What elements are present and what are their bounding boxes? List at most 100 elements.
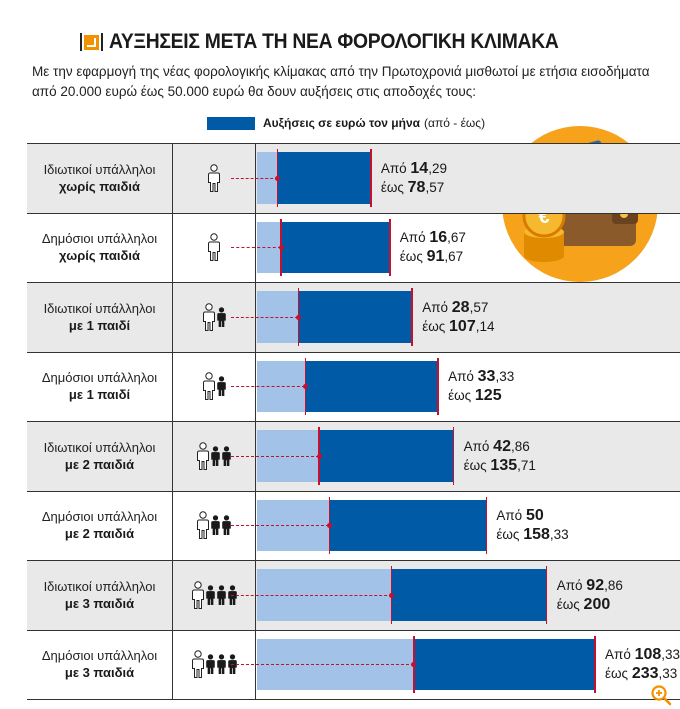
legend-label: Αυξήσεις σε ευρώ τον μήνα (263, 116, 421, 130)
row-separator (27, 629, 680, 631)
table-row: Ιδιωτικοί υπάλληλοι χωρίς παιδιά Από 14,29… (27, 143, 680, 213)
value-labels: Από 50 έως 158,33 (496, 491, 568, 561)
row-label-line1: Ιδιωτικοί υπάλληλοι (43, 578, 156, 594)
chart-title-row: ΑΥΞΗΣΕΙΣ ΜΕΤΑ ΤΗ ΝΕΑ ΦΟΡΟΛΟΓΙΚΗ ΚΛΙΜΑΚΑ (80, 30, 598, 54)
row-label-line2: με 2 παιδιά (64, 526, 135, 542)
bar-max-marker (437, 357, 439, 415)
row-label: Ιδιωτικοί υπάλληλοι με 1 παιδί (27, 282, 172, 352)
to-value: έως 135,71 (463, 456, 536, 474)
zoom-in-icon[interactable] (650, 684, 672, 706)
to-value: έως 125 (448, 387, 502, 405)
from-value: Από 108,33 (605, 646, 680, 664)
column-divider (172, 629, 173, 699)
row-label-line2: με 1 παιδί (68, 317, 131, 333)
leader-line (231, 594, 392, 596)
leader-dot (316, 453, 322, 459)
from-value: Από 33,33 (448, 368, 515, 386)
table-row: Δημόσιοι υπάλληλοι με 1 παιδί Από 33,33 έως… (27, 351, 680, 422)
legend-range: (από - έως) (424, 116, 486, 130)
from-value: Από 28,57 (422, 298, 489, 316)
from-value: Από 92,86 (556, 576, 623, 594)
column-divider (172, 421, 173, 491)
table-row: Δημόσιοι υπάλληλοι με 2 παιδιά Από 50 έως 1… (27, 490, 680, 561)
family-icon (173, 143, 255, 213)
leader-dot (295, 314, 301, 320)
leader-dot (389, 592, 395, 598)
leader-line (231, 455, 320, 457)
to-value: έως 200 (556, 595, 611, 613)
table-row: Δημόσιοι υπάλληλοι χωρίς παιδιά Από 16,67 έ… (27, 212, 680, 283)
row-separator (27, 560, 680, 561)
row-label: Ιδιωτικοί υπάλληλοι με 3 παιδιά (27, 560, 172, 630)
chart-rows: Ιδιωτικοί υπάλληλοι χωρίς παιδιά Από 14,29… (27, 143, 680, 699)
bar-max-marker (545, 566, 548, 624)
row-separator (27, 421, 680, 422)
from-value: Από 16,67 (399, 229, 466, 247)
value-labels: Από 16,67 έως 91,67 (400, 213, 466, 283)
row-label-line1: Δημόσιοι υπάλληλοι (41, 509, 158, 525)
leader-line (231, 664, 414, 666)
leader-dot (278, 245, 284, 251)
value-labels: Από 28,57 έως 107,14 (422, 282, 494, 352)
to-value: έως 107,14 (422, 317, 495, 335)
table-bottom-border (27, 699, 680, 700)
table-row: Ιδιωτικοί υπάλληλοι με 1 παιδί Από 28,57 έω… (27, 282, 680, 352)
bar-max-marker (594, 635, 596, 693)
table-row: Ιδιωτικοί υπάλληλοι με 3 παιδιά Από 92,86 έ… (27, 560, 680, 630)
row-label-line1: Ιδιωτικοί υπάλληλοι (43, 161, 156, 177)
row-label: Δημόσιοι υπάλληλοι χωρίς παιδιά (27, 213, 172, 283)
leader-line (231, 177, 278, 179)
row-label: Δημόσιοι υπάλληλοι με 2 παιδιά (27, 491, 172, 561)
bar-max-marker (370, 149, 372, 207)
family-icon (173, 630, 255, 700)
legend-swatch (207, 116, 255, 130)
row-separator (27, 282, 680, 283)
svg-text:€: € (538, 206, 549, 228)
row-label-line1: Ιδιωτικοί υπάλληλοι (43, 439, 156, 455)
row-label-line1: Ιδιωτικοί υπάλληλοι (43, 300, 156, 316)
row-label: Ιδιωτικοί υπάλληλοι χωρίς παιδιά (27, 143, 172, 213)
row-label-line1: Δημόσιοι υπάλληλοι (41, 231, 158, 247)
to-value: έως 233,33 (605, 665, 678, 683)
row-label-line2: με 3 παιδιά (64, 595, 135, 611)
column-divider (172, 490, 173, 560)
family-icon (173, 560, 255, 630)
leader-dot (275, 175, 281, 181)
family-icon (173, 421, 255, 491)
bar-max-marker (452, 427, 455, 485)
family-icon (173, 352, 255, 422)
orange-arrow-icon (80, 33, 103, 51)
from-value: Από 50 (496, 507, 544, 525)
leader-line (231, 316, 299, 318)
column-divider (172, 351, 173, 421)
to-value: έως 78,57 (380, 178, 445, 196)
row-separator (27, 212, 680, 214)
leader-line (231, 386, 306, 388)
table-row: Ιδιωτικοί υπάλληλοι με 2 παιδιά Από 42,86 έ… (27, 421, 680, 491)
row-label-line2: με 3 παιδιά (64, 665, 135, 681)
bar-max-marker (485, 496, 488, 554)
table-row: Δημόσιοι υπάλληλοι με 3 παιδιά Από 108,33 έ… (27, 629, 680, 700)
to-value: έως 91,67 (399, 248, 464, 266)
family-icon (173, 213, 255, 283)
leader-dot (411, 662, 417, 668)
leader-dot (326, 523, 332, 529)
row-label-line1: Δημόσιοι υπάλληλοι (41, 370, 158, 386)
leader-line (231, 247, 282, 249)
leader-line (231, 525, 330, 527)
row-separator (27, 351, 680, 353)
chart-title: ΑΥΞΗΣΕΙΣ ΜΕΤΑ ΤΗ ΝΕΑ ΦΟΡΟΛΟΓΙΚΗ ΚΛΙΜΑΚΑ (109, 30, 559, 53)
value-labels: Από 108,33 έως 233,33 (605, 630, 680, 700)
from-value: Από 14,29 (380, 159, 447, 177)
bar-max-marker (411, 288, 413, 346)
chart-subtitle: Με την εφαρμογή της νέας φορολογικής κλί… (32, 64, 650, 99)
row-label: Δημόσιοι υπάλληλοι με 3 παιδιά (27, 630, 172, 700)
row-separator (27, 490, 680, 492)
family-icon (173, 282, 255, 352)
value-labels: Από 14,29 έως 78,57 (381, 143, 447, 213)
row-label-line2: με 2 παιδιά (64, 456, 135, 472)
to-value: έως 158,33 (496, 526, 569, 544)
legend: Αυξήσεις σε ευρώ τον μήνα (από - έως) (207, 116, 485, 130)
row-label-line2: χωρίς παιδιά (59, 248, 140, 264)
row-label: Ιδιωτικοί υπάλληλοι με 2 παιδιά (27, 421, 172, 491)
